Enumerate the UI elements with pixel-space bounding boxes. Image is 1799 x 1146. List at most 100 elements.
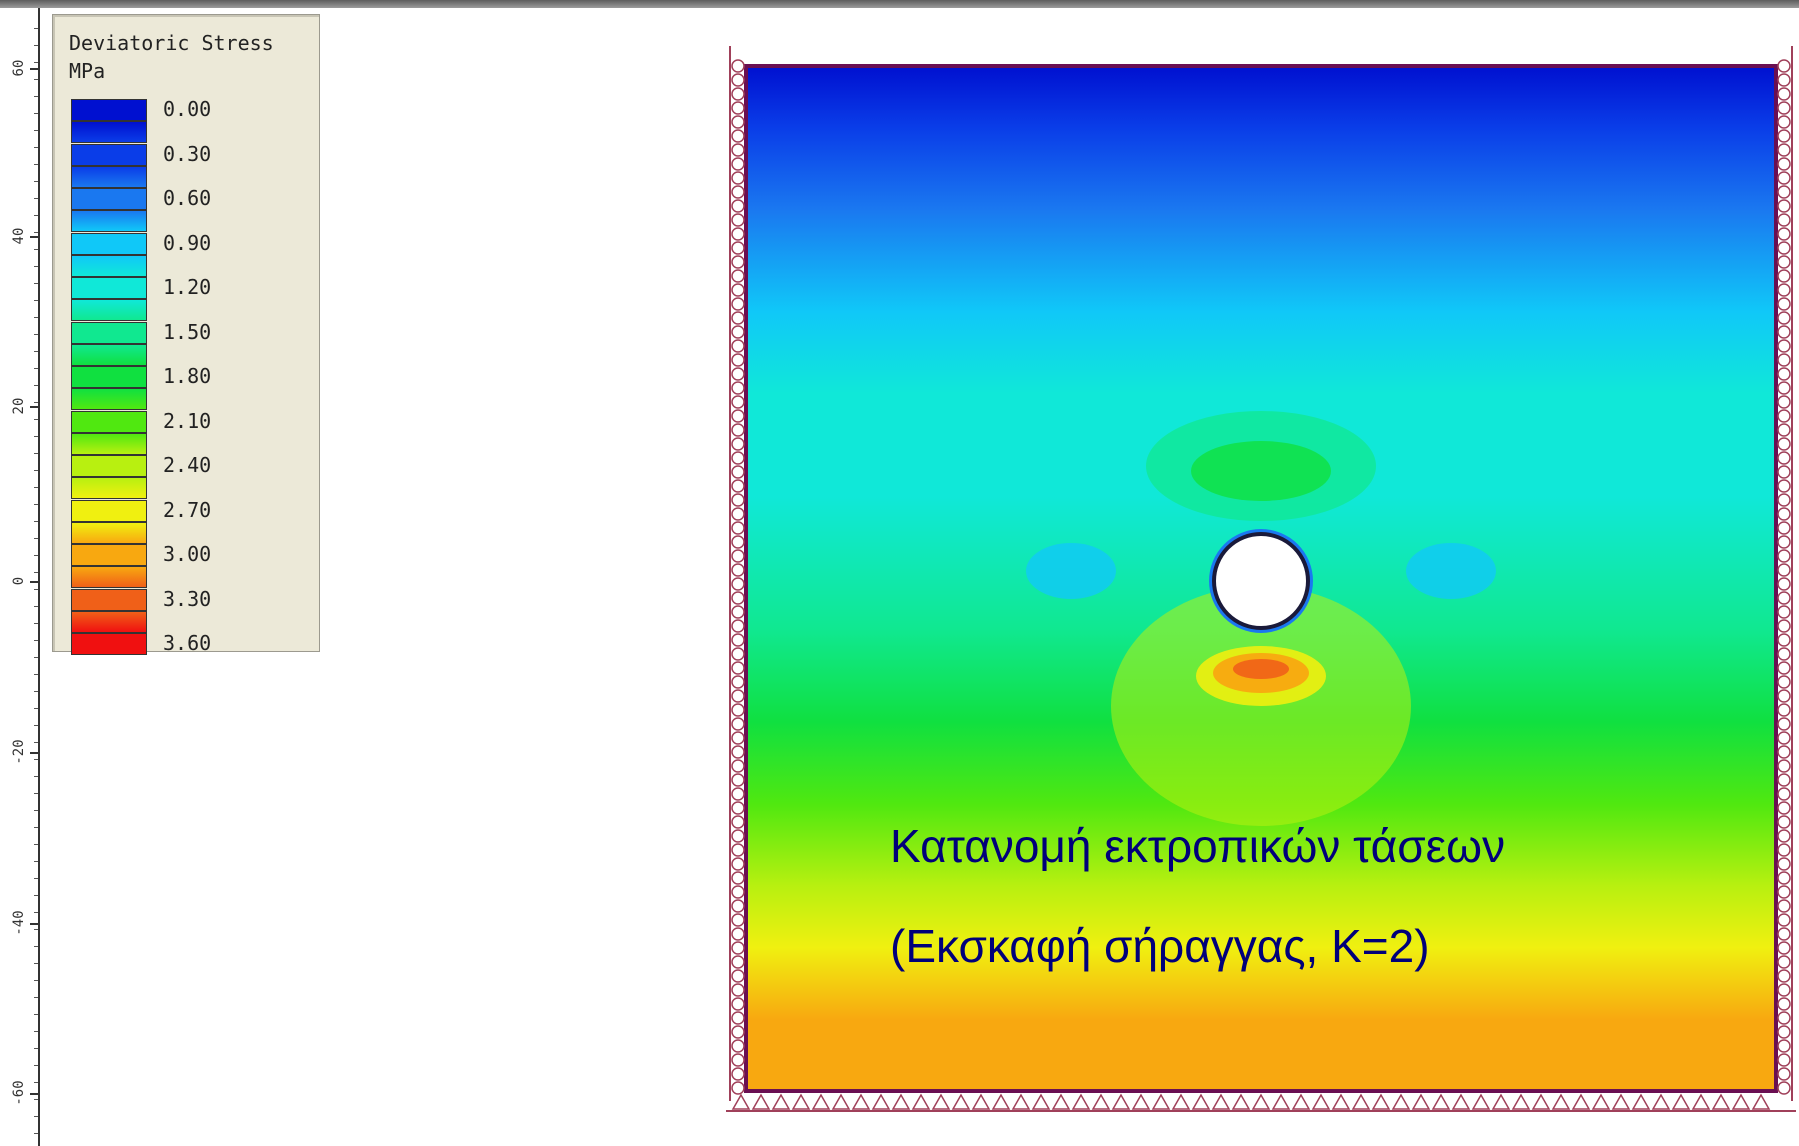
- ruler-minor-tick: [34, 742, 38, 743]
- left-roller-support: [731, 199, 745, 213]
- bottom-pin-support: [771, 1093, 791, 1110]
- ruler-tick-label: 40: [11, 227, 27, 245]
- ruler-tick-label: 0: [11, 576, 27, 586]
- right-roller-support: [1777, 381, 1791, 395]
- ruler-tick-mark: [30, 236, 38, 238]
- right-roller-support: [1777, 297, 1791, 311]
- right-roller-support: [1777, 185, 1791, 199]
- bottom-pin-support: [1151, 1093, 1171, 1110]
- bottom-pin-support: [1051, 1093, 1071, 1110]
- legend-swatch: [71, 188, 147, 210]
- left-roller-support: [731, 703, 745, 717]
- caption-line-1: Κατανομή εκτροπικών τάσεων: [890, 820, 1506, 872]
- left-roller-support: [731, 87, 745, 101]
- right-roller-support: [1777, 619, 1791, 633]
- right-roller-support: [1777, 745, 1791, 759]
- legend-value: 3.00: [163, 542, 212, 566]
- ruler-axis-line: [38, 8, 40, 1146]
- ruler-minor-tick: [34, 589, 38, 590]
- right-roller-support: [1777, 521, 1791, 535]
- ruler-minor-tick: [34, 929, 38, 930]
- legend-swatch: [71, 143, 147, 166]
- right-roller-support: [1777, 885, 1791, 899]
- ruler-minor-tick: [34, 674, 38, 675]
- right-roller-support: [1777, 801, 1791, 815]
- ruler-minor-tick: [34, 708, 38, 709]
- left-roller-support: [731, 829, 745, 843]
- right-roller-support: [1777, 703, 1791, 717]
- bottom-pin-support: [1671, 1093, 1691, 1110]
- bottom-pin-support: [1491, 1093, 1511, 1110]
- ruler-minor-tick: [34, 1031, 38, 1032]
- caption-line-2: (Εκσκαφή σήραγγας, K=2): [890, 920, 1430, 972]
- legend-title: Deviatoric Stress: [69, 31, 274, 55]
- bottom-pin-support: [1231, 1093, 1251, 1110]
- legend-swatch-mid: [71, 343, 147, 366]
- ruler-minor-tick: [34, 963, 38, 964]
- ruler-minor-tick: [34, 827, 38, 828]
- left-roller-support: [731, 353, 745, 367]
- left-roller-support: [731, 101, 745, 115]
- bottom-pin-support: [811, 1093, 831, 1110]
- stress-legend[interactable]: Deviatoric Stress MPa 0.00 0.30 0.60 0.90 1.…: [52, 14, 320, 655]
- left-roller-support: [731, 857, 745, 871]
- right-roller-support: [1777, 1053, 1791, 1067]
- right-roller-support: [1777, 899, 1791, 913]
- bottom-pin-support: [871, 1093, 891, 1110]
- ruler-tick-mark: [30, 923, 38, 925]
- ruler-tick-label: 20: [11, 397, 27, 415]
- ruler-minor-tick: [34, 810, 38, 811]
- right-roller-support: [1777, 101, 1791, 115]
- left-roller-support: [731, 241, 745, 255]
- ruler-minor-tick: [34, 946, 38, 947]
- bottom-pin-support: [971, 1093, 991, 1110]
- bottom-pin-support: [951, 1093, 971, 1110]
- right-roller-support: [1777, 213, 1791, 227]
- ruler-minor-tick: [34, 266, 38, 267]
- bottom-pin-support: [1011, 1093, 1031, 1110]
- bottom-pin-support: [1131, 1093, 1151, 1110]
- left-roller-support: [731, 759, 745, 773]
- right-roller-support: [1777, 829, 1791, 843]
- ruler-minor-tick: [34, 793, 38, 794]
- right-roller-support: [1777, 759, 1791, 773]
- left-roller-support: [731, 521, 745, 535]
- bottom-pin-support: [751, 1093, 771, 1110]
- right-roller-support: [1777, 815, 1791, 829]
- left-roller-support: [731, 381, 745, 395]
- bottom-pin-support: [1691, 1093, 1711, 1110]
- ruler-tick-label: -40: [11, 910, 27, 936]
- right-roller-support: [1777, 283, 1791, 297]
- bottom-pin-support: [1471, 1093, 1491, 1110]
- right-roller-support: [1777, 255, 1791, 269]
- right-roller-support: [1777, 395, 1791, 409]
- left-roller-support: [731, 283, 745, 297]
- right-roller-support: [1777, 339, 1791, 353]
- right-roller-support: [1777, 423, 1791, 437]
- legend-value: 3.30: [163, 586, 212, 611]
- left-roller-support: [731, 171, 745, 185]
- left-roller-support: [731, 409, 745, 423]
- right-roller-support: [1777, 661, 1791, 675]
- left-roller-support: [731, 661, 745, 675]
- right-roller-support: [1777, 591, 1791, 605]
- left-roller-support: [731, 563, 745, 577]
- ruler-minor-tick: [34, 1116, 38, 1117]
- ruler-minor-tick: [34, 164, 38, 165]
- left-roller-support: [731, 605, 745, 619]
- right-roller-support: [1777, 633, 1791, 647]
- ruler-minor-tick: [34, 317, 38, 318]
- ruler-minor-tick: [34, 28, 38, 29]
- ruler-minor-tick: [34, 198, 38, 199]
- ruler-minor-tick: [34, 300, 38, 301]
- legend-swatch: [71, 544, 147, 566]
- left-roller-support: [731, 731, 745, 745]
- left-roller-support: [731, 1039, 745, 1053]
- stress-contour-left-lobe: [1026, 543, 1116, 599]
- right-roller-support: [1777, 451, 1791, 465]
- legend-value: 2.10: [163, 408, 212, 433]
- ruler-minor-tick: [34, 62, 38, 63]
- right-roller-support: [1777, 773, 1791, 787]
- left-roller-support: [731, 913, 745, 927]
- left-roller-support: [731, 969, 745, 983]
